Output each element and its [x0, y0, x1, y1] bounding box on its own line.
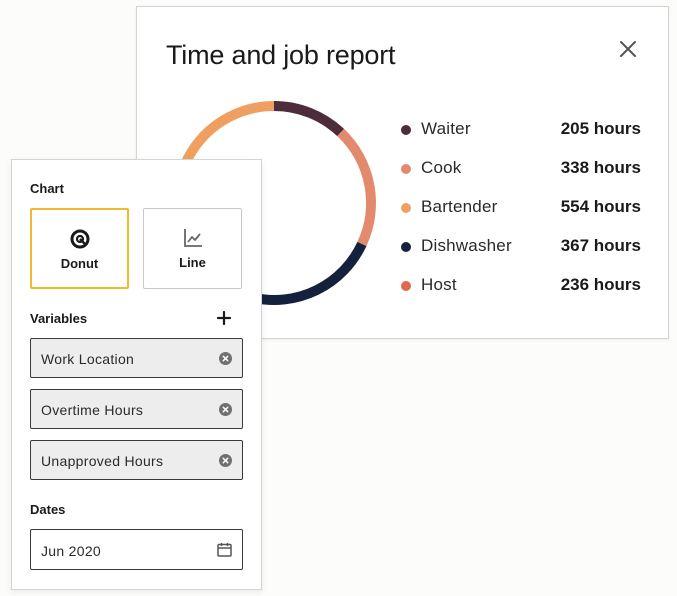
variable-chip-label: Overtime Hours [41, 402, 144, 418]
legend-label: Bartender [421, 197, 498, 216]
legend-swatch [401, 125, 411, 135]
donut-segment-dishwasher [251, 241, 367, 305]
calendar-icon[interactable] [217, 542, 232, 557]
legend-label: Cook [421, 158, 462, 177]
date-picker-field[interactable]: Jun 2020 [30, 529, 243, 570]
plus-icon[interactable] [216, 310, 232, 326]
legend-item-bartender: Bartender 554 hours [401, 195, 641, 234]
legend-label: Dishwasher [421, 236, 512, 255]
legend-swatch [401, 242, 411, 252]
legend-value: 338 hours [560, 158, 641, 177]
line-chart-icon [182, 227, 204, 254]
legend-label: Host [421, 275, 457, 294]
legend-value: 205 hours [560, 119, 641, 138]
remove-variable-icon[interactable] [219, 352, 232, 365]
legend-swatch [401, 281, 411, 291]
donut-segment-cook [337, 128, 376, 247]
date-value: Jun 2020 [41, 543, 102, 559]
legend-swatch [401, 203, 411, 213]
legend-value: 554 hours [560, 197, 641, 216]
variable-chip-label: Work Location [41, 351, 135, 367]
variable-chip-unapproved-hours: Unapproved Hours [30, 440, 243, 480]
legend-item-dishwasher: Dishwasher 367 hours [401, 234, 641, 273]
donut-chart-icon [69, 228, 91, 255]
variable-chip-label: Unapproved Hours [41, 453, 164, 469]
legend-swatch [401, 164, 411, 174]
line-chart-button[interactable]: Line [143, 208, 242, 289]
close-icon[interactable] [617, 38, 639, 60]
line-chart-label: Line [179, 255, 206, 270]
report-title: Time and job report [166, 40, 396, 70]
variables-section-label: Variables [30, 311, 88, 326]
legend-item-waiter: Waiter 205 hours [401, 117, 641, 156]
legend-item-cook: Cook 338 hours [401, 156, 641, 195]
variable-chip-overtime-hours: Overtime Hours [30, 389, 243, 429]
chart-legend: Waiter 205 hours Cook 338 hours Bartende… [401, 117, 641, 312]
chart-settings-panel: Chart Donut Line Variables Work Location [11, 159, 262, 590]
remove-variable-icon[interactable] [219, 454, 232, 467]
dates-section-label: Dates [30, 502, 66, 517]
donut-chart-label: Donut [60, 256, 99, 271]
donut-chart-button[interactable]: Donut [30, 208, 129, 289]
legend-item-host: Host 236 hours [401, 273, 641, 312]
legend-label: Waiter [421, 119, 471, 138]
legend-value: 236 hours [560, 275, 641, 294]
remove-variable-icon[interactable] [219, 403, 232, 416]
variable-chip-work-location: Work Location [30, 338, 243, 378]
chart-section-label: Chart [30, 181, 64, 196]
legend-value: 367 hours [560, 236, 641, 255]
donut-segment-waiter [273, 101, 345, 137]
